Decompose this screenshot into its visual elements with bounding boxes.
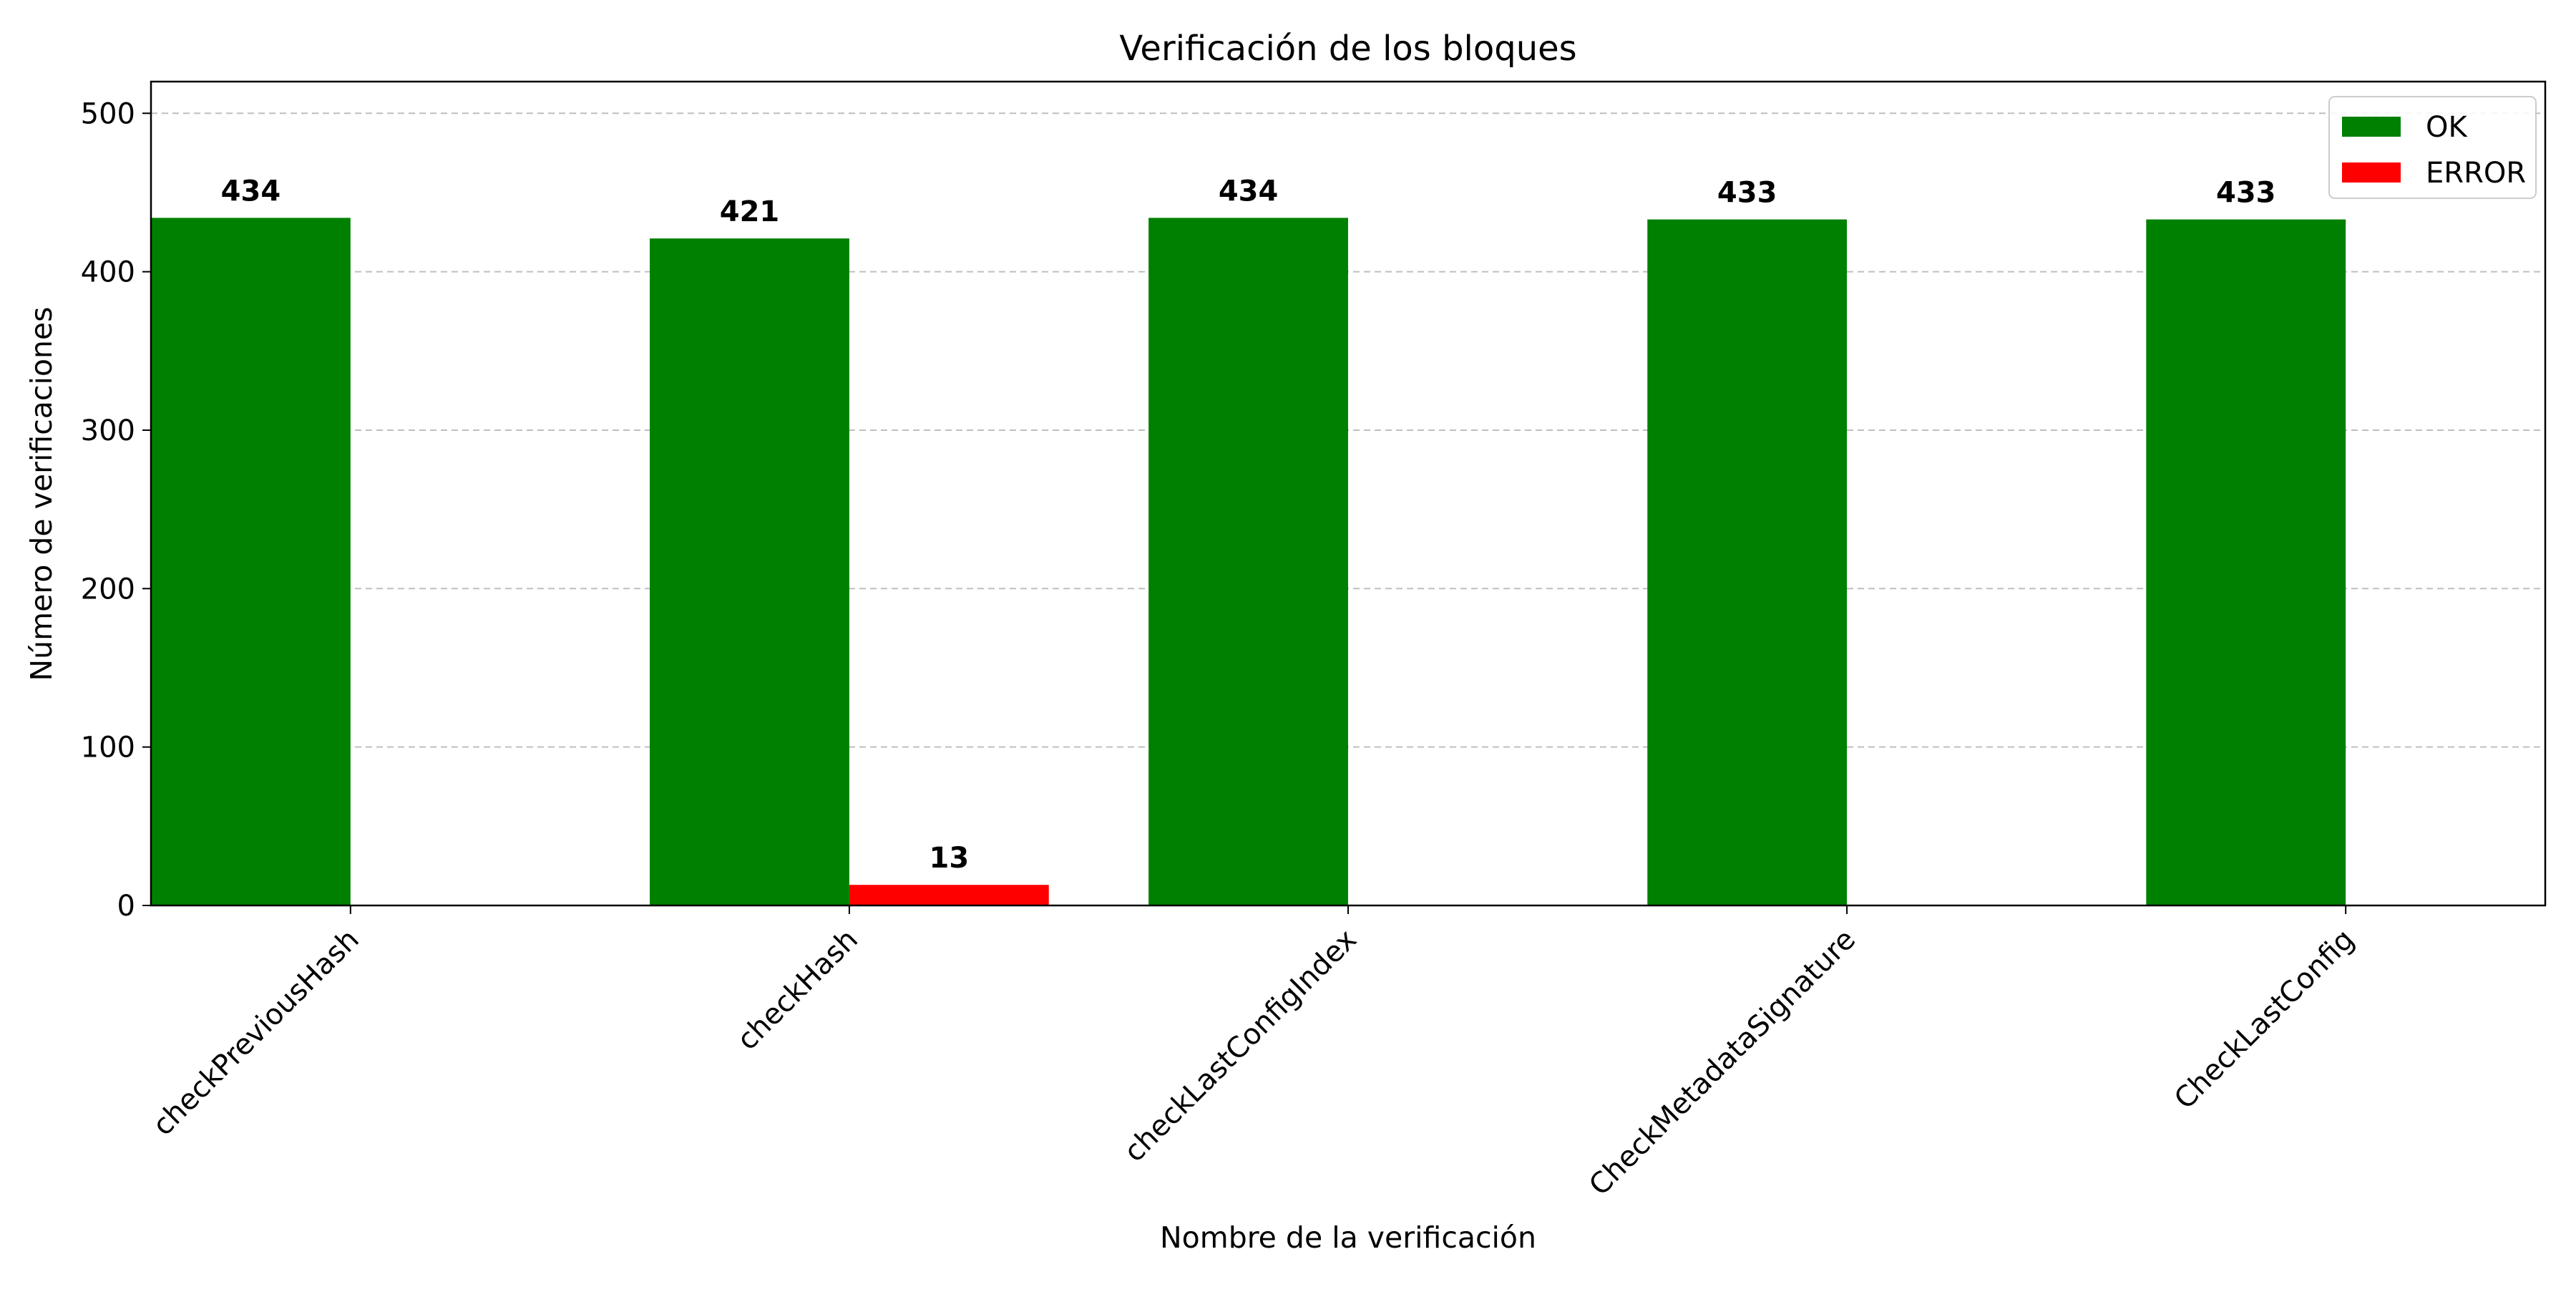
data-labels: 434 421 13 434 433 433 — [221, 175, 2276, 875]
data-label-error-checkHash: 13 — [929, 842, 969, 875]
x-tick-label: checkHash — [731, 923, 864, 1057]
y-tick-label: 400 — [81, 256, 135, 289]
bar-ok-checkHash — [650, 238, 849, 905]
bar-ok-checkLastConfigIndex — [1148, 218, 1348, 906]
data-label-ok-checkHash: 421 — [720, 195, 780, 228]
legend: OK ERROR — [2328, 96, 2537, 199]
y-tick-label: 200 — [81, 573, 135, 606]
legend-swatch-error — [2342, 162, 2401, 183]
legend-label-ok: OK — [2426, 111, 2468, 144]
legend-label-error: ERROR — [2426, 157, 2526, 190]
y-tick-label: 0 — [117, 890, 135, 923]
y-axis: 0 100 200 300 400 500 — [81, 97, 151, 923]
x-axis: checkPreviousHash checkHash checkLastConfi… — [147, 905, 2361, 1202]
data-label-ok-checkLastConfigIndex: 434 — [1219, 175, 1279, 208]
x-axis-label: Nombre de la verificación — [1160, 1220, 1536, 1255]
bars — [151, 218, 2346, 906]
x-tick-label: CheckLastConfig — [2168, 923, 2361, 1116]
data-label-ok-CheckLastConfig: 433 — [2216, 177, 2276, 210]
y-tick-label: 100 — [81, 732, 135, 764]
y-tick-label: 500 — [81, 97, 135, 130]
data-label-ok-checkPreviousHash: 434 — [221, 175, 281, 208]
bar-ok-checkPreviousHash — [151, 218, 351, 906]
bar-ok-CheckMetadataSignature — [1647, 219, 1848, 905]
x-tick-label: CheckMetadataSignature — [1583, 923, 1862, 1203]
y-tick-label: 300 — [81, 414, 135, 447]
y-axis-label: Número de verificaciones — [24, 307, 59, 681]
data-label-ok-CheckMetadataSignature: 433 — [1717, 177, 1777, 210]
x-tick-label: checkLastConfigIndex — [1118, 923, 1363, 1169]
x-tick-label: checkPreviousHash — [147, 923, 366, 1142]
bar-error-checkHash — [849, 885, 1049, 905]
legend-swatch-ok — [2342, 117, 2401, 137]
bar-ok-CheckLastConfig — [2146, 219, 2346, 905]
chart-title: Verificación de los bloques — [1119, 29, 1576, 69]
